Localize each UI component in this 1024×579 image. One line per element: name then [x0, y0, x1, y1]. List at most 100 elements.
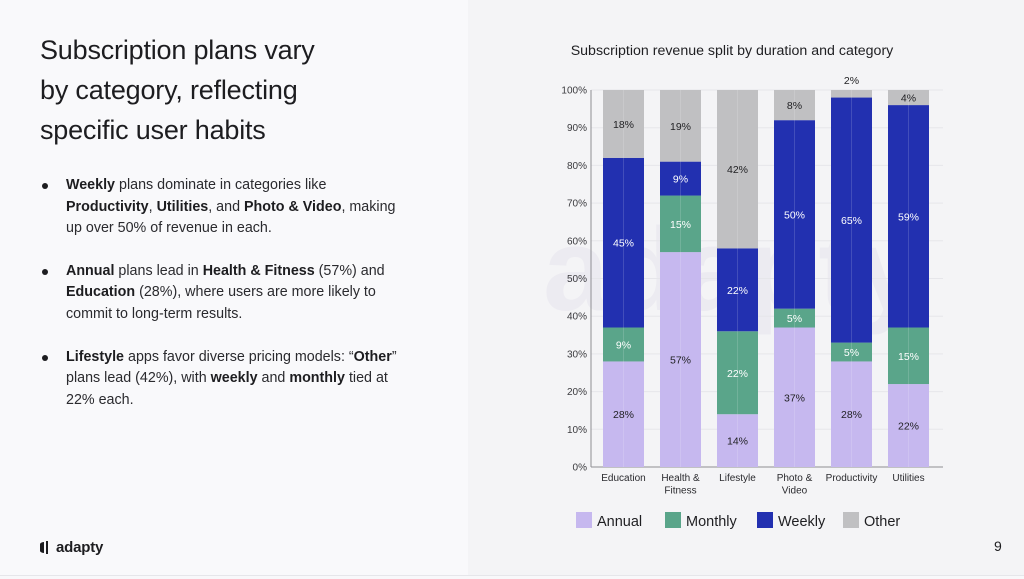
y-tick-label: 90% [567, 123, 587, 134]
legend-label: Monthly [686, 514, 738, 530]
brand-logo: adapty [40, 539, 103, 556]
headline-line: by category, reflecting [40, 75, 298, 105]
data-label: 8% [787, 100, 802, 112]
bullet-text: apps favor diverse pricing models: “ [124, 348, 354, 365]
data-label: 18% [613, 119, 634, 131]
bar-segment-other [603, 90, 644, 158]
data-label: 14% [727, 436, 748, 448]
data-label: 5% [787, 313, 802, 325]
legend-label: Annual [597, 514, 642, 530]
bar-segment-monthly [717, 331, 758, 415]
y-tick-label: 60% [567, 236, 587, 247]
y-tick-label: 0% [573, 463, 588, 474]
bar-segment-monthly [831, 342, 872, 362]
page-number: 9 [994, 538, 1002, 554]
data-label: 15% [670, 219, 691, 231]
legend-swatch-monthly [665, 512, 681, 528]
x-tick-label: Lifestyle [719, 473, 756, 484]
bar-segment-weekly [831, 97, 872, 343]
emphasis-text: Education [66, 284, 136, 301]
bar-segment-monthly [888, 327, 929, 385]
data-label: 57% [670, 355, 691, 367]
emphasis-text: weekly [210, 370, 258, 387]
data-label: 9% [616, 339, 631, 351]
data-label: 5% [844, 347, 859, 359]
x-tick-label: Utilities [892, 473, 924, 484]
bar-segment-monthly [774, 308, 815, 328]
bar-segment-weekly [660, 161, 701, 196]
bar-segment-annual [831, 361, 872, 467]
y-tick-label: 20% [567, 387, 587, 398]
bar-segment-weekly [717, 248, 758, 332]
data-label: 28% [613, 409, 634, 421]
data-label: 59% [898, 211, 919, 223]
bullet-text: (57%) and [314, 262, 385, 279]
bullet-text: , making up over 50% of revenue in each. [66, 198, 396, 237]
emphasis-text: Utilities [156, 198, 209, 215]
bullet-dot-icon [42, 183, 48, 189]
emphasis-text: Lifestyle [66, 348, 125, 365]
data-label: 9% [673, 174, 688, 186]
y-tick-label: 50% [567, 274, 587, 285]
legend-swatch-weekly [757, 512, 773, 528]
bar-segment-annual [660, 252, 701, 467]
emphasis-text: Other [353, 348, 392, 365]
logo-wordmark: adapty [56, 539, 104, 556]
bullet-dot-icon [42, 354, 48, 361]
bar-segment-monthly [660, 195, 701, 253]
insight-list: Weekly plans dominate in categories like… [40, 175, 400, 432]
y-tick-label: 100% [561, 86, 587, 97]
stacked-bar-chart: adapty Subscription revenue split by dur… [543, 43, 943, 530]
emphasis-text: Weekly [66, 177, 116, 193]
adapty-logo-icon [40, 541, 48, 554]
bar-segment-other [717, 90, 758, 249]
emphasis-text: Health & Fitness [202, 262, 315, 279]
headline-line: Subscription plans vary [40, 35, 315, 65]
slide-headline: Subscription plans vary by category, ref… [40, 30, 440, 150]
chart-title: Subscription revenue split by duration a… [571, 43, 894, 59]
emphasis-text: monthly [289, 370, 345, 387]
data-label: 45% [613, 238, 634, 250]
legend-label: Weekly [778, 514, 826, 530]
bullet-text: tied at 22% each. [66, 370, 388, 408]
bar-segment-annual [603, 361, 644, 467]
insight-bullet: Lifestyle apps favor diverse pricing mod… [40, 347, 400, 412]
bar-segment-weekly [774, 120, 815, 309]
y-tick-label: 30% [567, 349, 587, 360]
footer-divider [0, 575, 1024, 576]
data-label: 22% [898, 421, 919, 433]
y-tick-label: 40% [567, 312, 587, 323]
bar-segment-other [774, 90, 815, 121]
y-tick-label: 10% [567, 425, 587, 436]
bullet-text: , [148, 198, 157, 215]
bar-segment-other [888, 90, 929, 106]
data-label: 65% [841, 215, 862, 227]
bullet-text: plans lead in [114, 262, 203, 279]
bar-segment-other [660, 90, 701, 162]
data-label: 4% [901, 93, 916, 105]
data-label: 22% [727, 285, 748, 297]
legend-swatch-annual [576, 512, 592, 528]
x-tick-label: Education [601, 473, 645, 484]
data-label: 42% [727, 164, 748, 176]
emphasis-text: Annual [66, 262, 115, 279]
bullet-text: and [257, 370, 290, 387]
emphasis-text: Productivity [66, 198, 149, 215]
bar-segment-weekly [888, 105, 929, 328]
emphasis-text: Photo & Video [244, 198, 342, 215]
x-tick-label: Productivity [826, 473, 878, 484]
bullet-dot-icon [42, 268, 48, 275]
bar-segment-other [831, 90, 872, 98]
x-tick-label: Video [782, 486, 808, 497]
legend-label: Other [864, 514, 900, 530]
insight-bullet: Weekly plans dominate in categories like… [40, 175, 400, 240]
bullet-text: , and [208, 198, 244, 215]
bar-segment-weekly [603, 157, 644, 328]
data-label: 28% [841, 409, 862, 421]
bullet-text: ” plans lead (42%), with [66, 348, 397, 387]
x-tick-label: Health & [661, 473, 700, 484]
data-label: 19% [670, 121, 691, 133]
bullet-text: plans dominate in categories like [115, 177, 327, 193]
legend-swatch-other [843, 512, 859, 528]
bullet-text: (28%), where users are more likely to co… [66, 284, 376, 322]
